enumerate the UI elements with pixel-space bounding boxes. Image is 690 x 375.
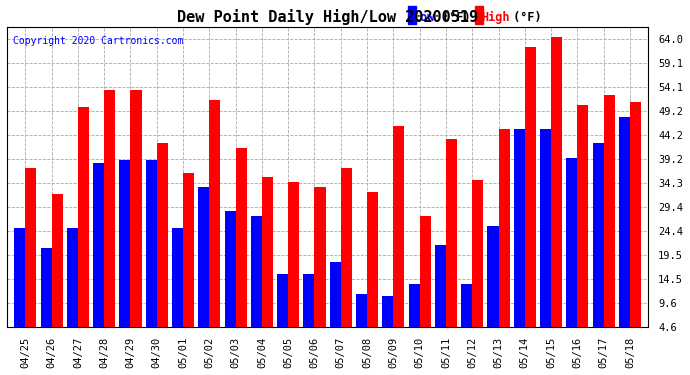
Bar [67,228,78,327]
Bar [330,262,341,327]
Bar [93,163,104,327]
Bar [619,117,630,327]
Bar [566,158,578,327]
Bar [393,126,404,327]
Bar [382,296,393,327]
Bar [593,144,604,327]
Bar [288,182,299,327]
Bar [408,284,420,327]
Bar [78,107,89,327]
Bar [52,194,63,327]
Bar [487,226,498,327]
Bar [225,211,236,327]
Bar [277,274,288,327]
Bar [236,148,247,327]
Bar [26,168,37,327]
Bar [146,160,157,327]
Bar [14,228,26,327]
Bar [315,187,326,327]
Bar [408,6,415,24]
Bar [198,187,209,327]
Bar [104,90,115,327]
Bar [41,248,52,327]
Text: Copyright 2020 Cartronics.com: Copyright 2020 Cartronics.com [13,36,184,46]
Bar [157,144,168,327]
Text: Low: Low [414,11,435,24]
Bar [341,168,352,327]
Bar [630,102,641,327]
Bar [498,129,509,327]
Bar [472,180,483,327]
Bar [119,160,130,327]
Bar [525,46,536,327]
Bar [604,95,615,327]
Text: High: High [482,11,510,24]
Text: (°F): (°F) [506,11,542,24]
Text: (°F): (°F) [435,11,471,24]
Bar [420,216,431,327]
Bar [367,192,378,327]
Bar [461,284,472,327]
Bar [304,274,315,327]
Bar [578,105,589,327]
Bar [209,100,220,327]
Bar [540,129,551,327]
Bar [251,216,262,327]
Bar [172,228,183,327]
Bar [551,37,562,327]
Bar [435,245,446,327]
Bar [130,90,141,327]
Bar [262,177,273,327]
Bar [356,294,367,327]
Bar [446,139,457,327]
Title: Dew Point Daily High/Low 20200519: Dew Point Daily High/Low 20200519 [177,9,478,25]
Bar [475,6,483,24]
Bar [514,129,525,327]
Bar [183,172,194,327]
